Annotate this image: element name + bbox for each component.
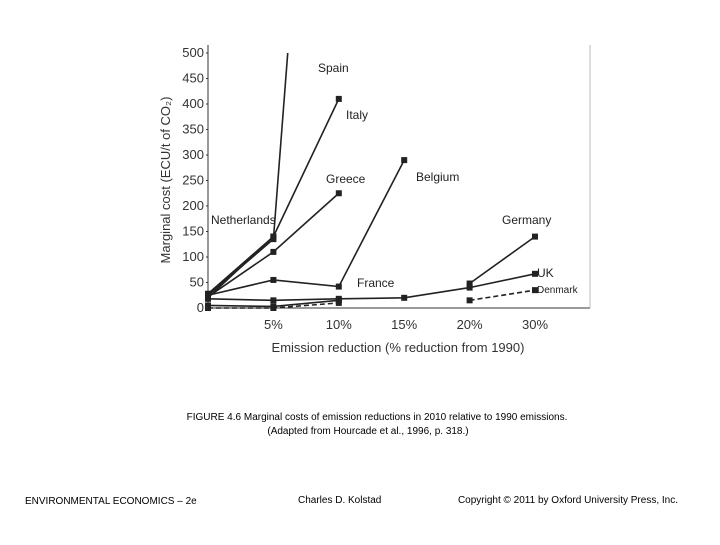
y-tick-label: 300 [182,147,204,162]
data-point [466,280,473,287]
series-label: Belgium [416,170,459,184]
data-point [205,295,211,302]
series-label: Spain [318,61,349,75]
data-point [466,284,473,291]
footer-center: Charles D. Kolstad [298,495,381,506]
data-point [270,276,277,283]
data-point [270,248,277,255]
data-point [270,305,277,311]
y-tick-label: 200 [182,198,204,213]
series-line [207,159,405,297]
y-axis-label: Marginal cost (ECU/t of CO₂) [158,97,173,264]
data-point [335,295,342,302]
series-label: Italy [346,108,368,122]
data-point [270,297,277,304]
caption: FIGURE 4.6 Marginal costs of emission re… [187,412,568,423]
y-tick-label: 0 [197,300,204,315]
caption: (Adapted from Hourcade et al., 1996, p. … [267,426,468,437]
x-tick-label: 10% [326,317,352,332]
series-label: Netherlands [211,213,276,227]
data-point [401,294,408,301]
series-label: France [357,276,395,290]
data-point [532,270,538,277]
data-point [532,287,538,294]
y-tick-label: 50 [190,275,204,290]
data-point [335,283,342,290]
y-tick-label: 250 [182,173,204,188]
footer-right: Copyright © 2011 by Oxford University Pr… [458,495,678,506]
series-label: Denmark [537,285,579,296]
series-line [207,98,340,299]
series-label: UK [537,266,554,280]
y-tick-label: 100 [182,249,204,264]
series-line [469,235,536,285]
footer-left: ENVIRONMENTAL ECONOMICS – 2e [25,496,197,507]
y-tick-label: 150 [182,224,204,239]
data-point [270,233,277,240]
series-label: Greece [326,172,366,186]
x-tick-label: 20% [457,317,483,332]
data-point [401,157,408,164]
data-point [532,233,538,240]
x-tick-label: 5% [264,317,283,332]
y-tick-label: 400 [182,96,204,111]
x-tick-label: 15% [391,317,417,332]
data-point [335,190,342,197]
y-tick-label: 350 [182,122,204,137]
data-point [466,297,473,304]
y-tick-label: 450 [182,71,204,86]
data-point [205,290,211,297]
series-line [207,235,274,295]
data-point [335,95,342,102]
series-line [207,273,536,302]
series-label: Germany [502,213,551,227]
plot [205,53,538,311]
data-point [335,299,342,306]
x-axis-label: Emission reduction (% reduction from 199… [272,340,525,355]
x-tick-label: 30% [522,317,548,332]
y-tick-label: 500 [182,45,204,60]
